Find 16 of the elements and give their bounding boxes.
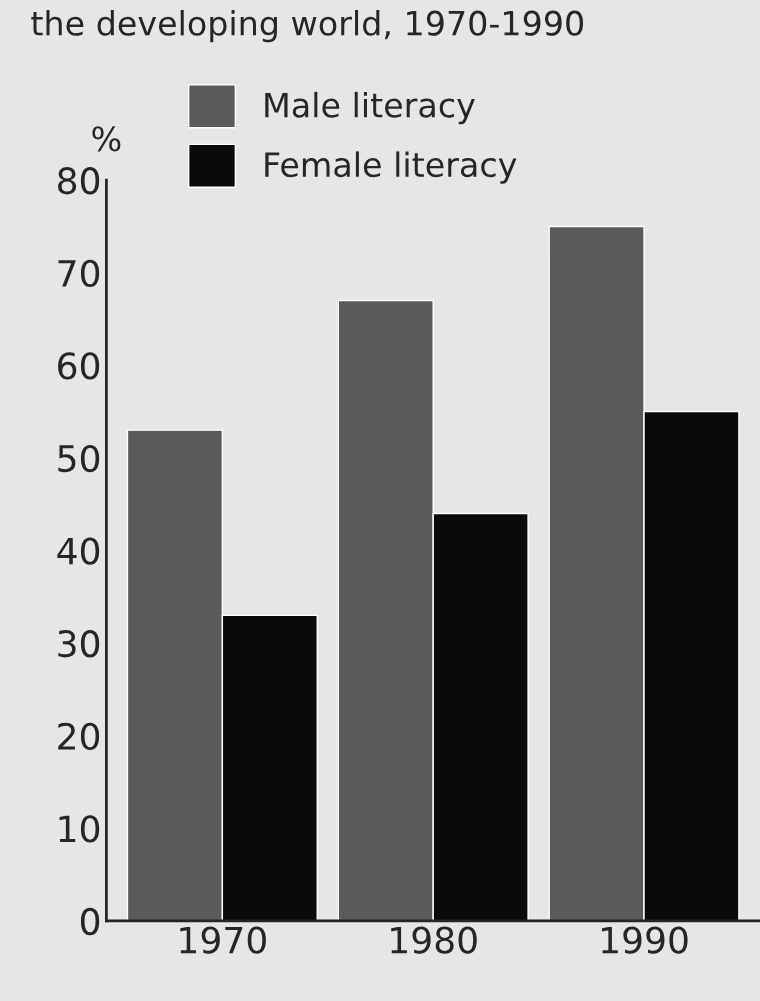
x-tick-label: 1990	[602, 926, 688, 954]
legend-label: Female literacy	[265, 151, 517, 184]
y-axis-title: %	[92, 126, 121, 152]
x-tick-label: 1980	[391, 926, 477, 954]
y-tick-label: 60	[58, 352, 100, 380]
y-tick-label: 10	[59, 815, 100, 843]
y-tick-label: 40	[57, 537, 100, 565]
y-tick-label: 50	[58, 444, 100, 473]
x-tick-label: 1970	[180, 926, 266, 954]
y-tick-label: 20	[58, 722, 100, 750]
chart-title: the developing world, 1970-1990	[31, 10, 583, 43]
y-tick-label: 30	[58, 630, 100, 658]
legend-label: Male literacy	[265, 91, 475, 125]
y-tick-label: 70	[58, 259, 100, 288]
y-tick-label: 80	[58, 167, 100, 195]
y-tick-label: 0	[80, 907, 100, 936]
